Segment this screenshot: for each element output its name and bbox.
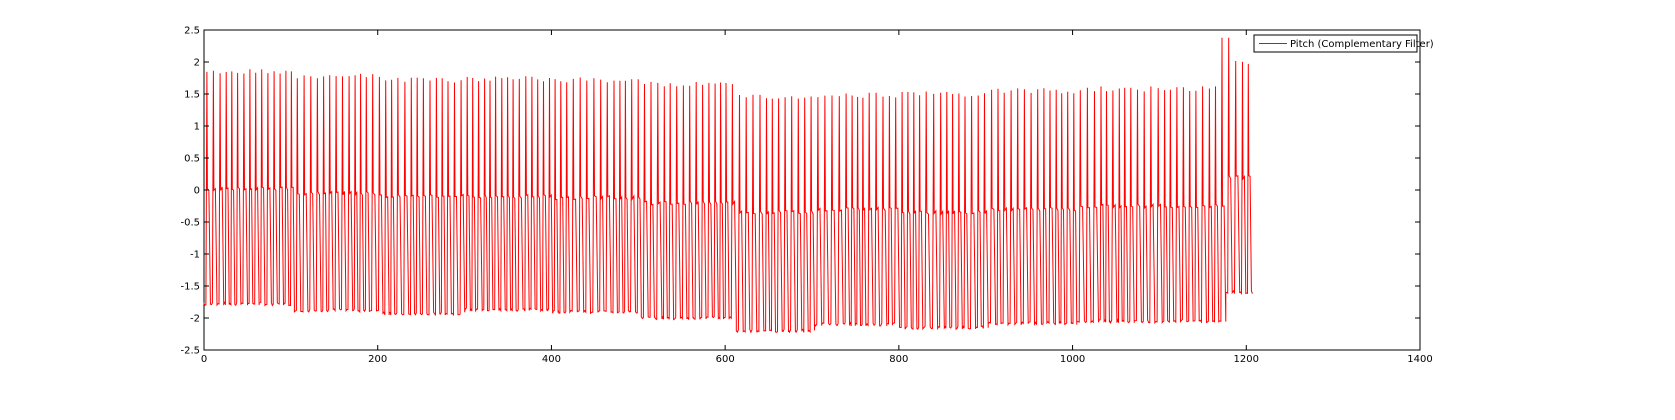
y-tick-label: 2.5 [184, 26, 200, 37]
y-tick-label: -2 [190, 314, 200, 325]
y-axis-ticks: -2.5 -2 -1.5 -1 -0.5 0 0.5 1 1.5 2 2.5 [180, 26, 1420, 357]
x-tick-label: 800 [889, 354, 908, 365]
x-tick-label: 600 [716, 354, 735, 365]
legend: Pitch (Complementary Filter) [1253, 34, 1434, 53]
legend-label: Pitch (Complementary Filter) [1290, 39, 1434, 50]
y-tick-label: 2 [194, 58, 200, 69]
y-tick-label: 1 [194, 122, 200, 133]
x-tick-label: 200 [368, 354, 387, 365]
y-tick-label: -1.5 [180, 282, 200, 293]
y-tick-label: 0 [194, 186, 200, 197]
x-tick-label: 1000 [1060, 354, 1085, 365]
plot-area: 0 200 400 600 800 1000 1200 1400 -2.5 -2 -1.5 -1 -0… [180, 26, 1432, 366]
y-tick-label: -2.5 [180, 346, 200, 357]
y-tick-label: -0.5 [180, 218, 200, 229]
y-tick-label: 1.5 [184, 90, 200, 101]
series-layer [203, 37, 1253, 334]
x-tick-label: 0 [201, 354, 207, 365]
y-tick-label: -1 [190, 250, 200, 261]
x-tick-label: 1200 [1234, 354, 1259, 365]
series-line-pitch [203, 37, 1253, 334]
x-tick-label: 400 [542, 354, 561, 365]
x-tick-label: 1400 [1407, 354, 1432, 365]
y-tick-label: 0.5 [184, 154, 200, 165]
legend-box [1253, 34, 1418, 53]
x-axis-ticks: 0 200 400 600 800 1000 1200 1400 [201, 30, 1433, 365]
